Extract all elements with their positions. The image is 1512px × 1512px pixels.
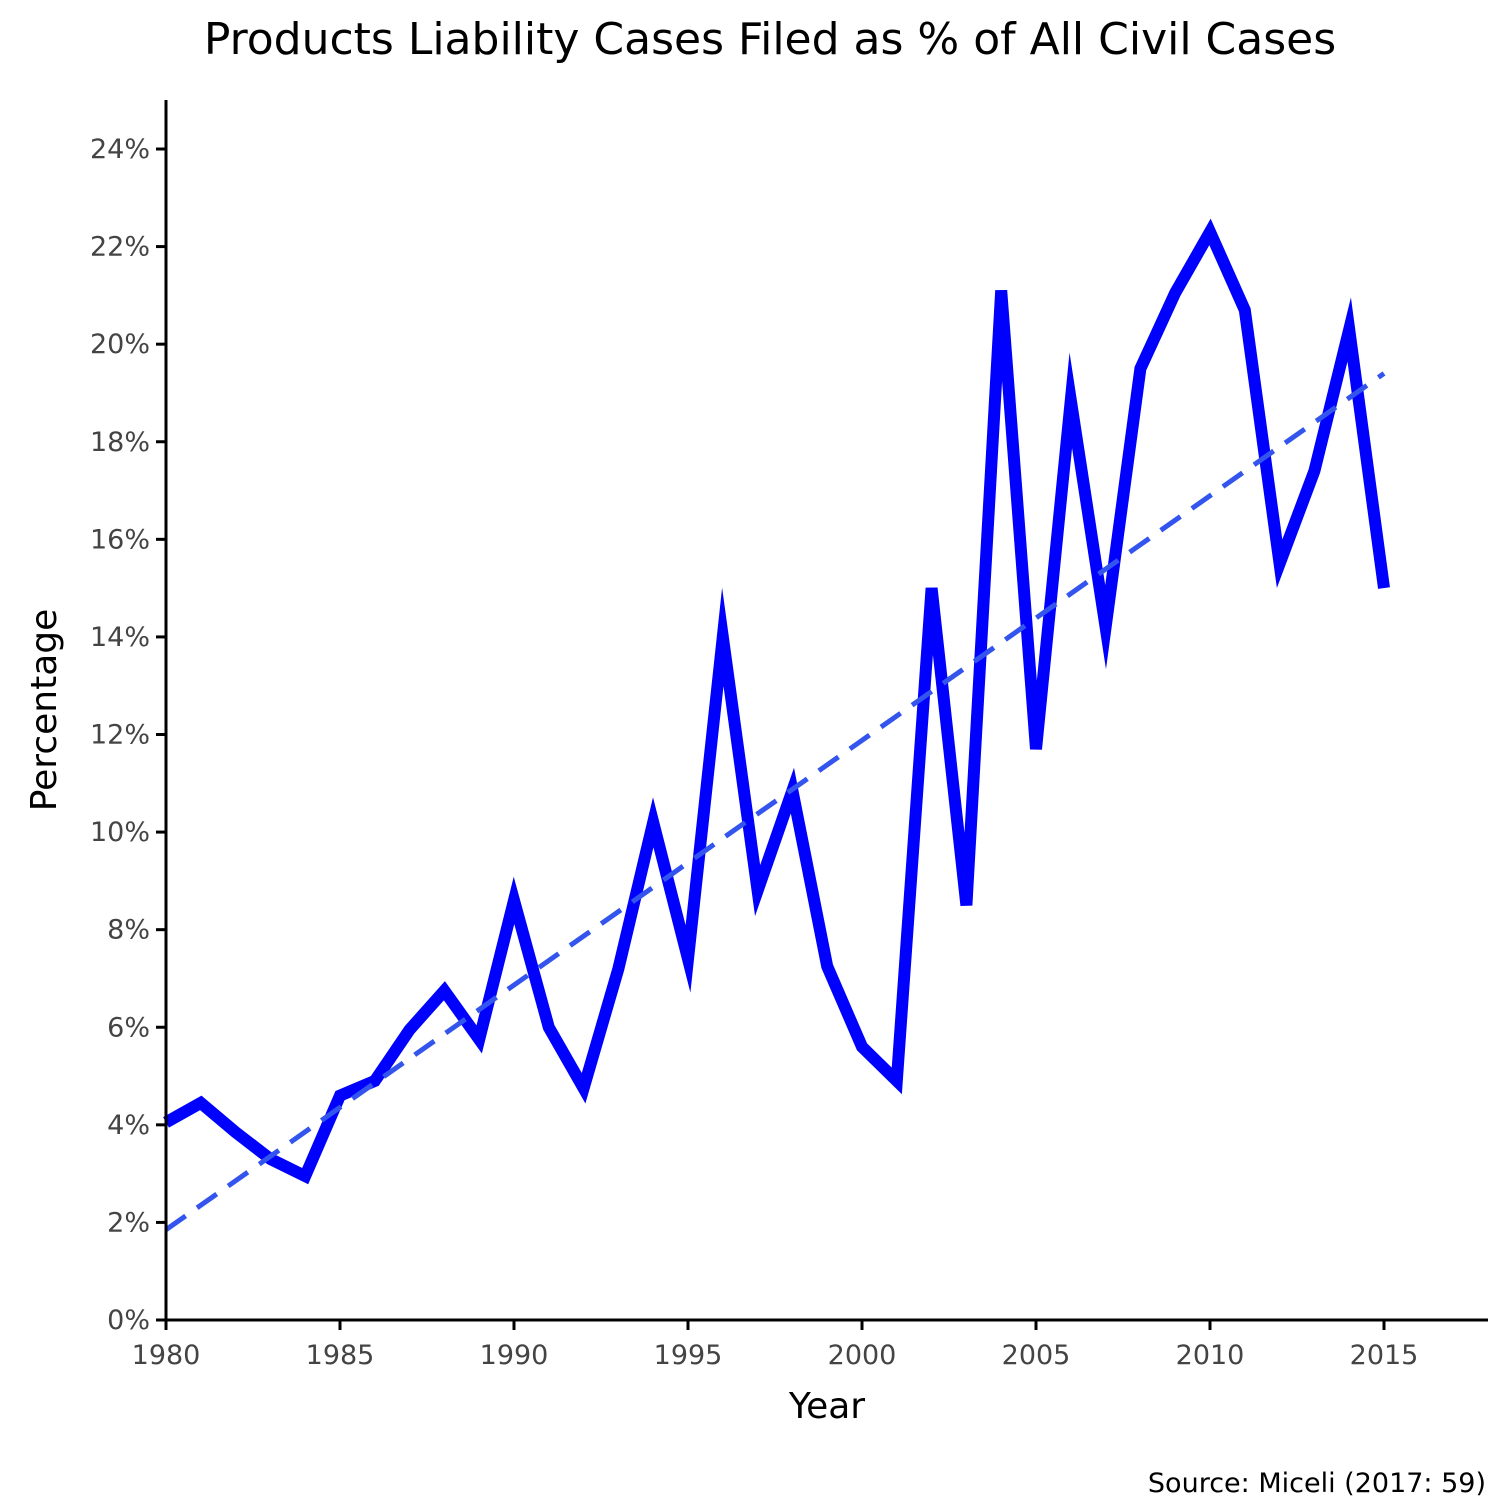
x-axis-ticks: 1980 1985 1990 1995 2000 2005 2010 2015: [132, 1320, 1419, 1371]
y-tick-label: 8%: [107, 915, 150, 946]
y-tick-label: 20%: [90, 329, 150, 360]
y-tick-label: 0%: [107, 1305, 150, 1336]
x-axis-title: Year: [788, 1386, 865, 1427]
y-tick-label: 18%: [90, 427, 150, 458]
y-tick-label: 4%: [107, 1110, 150, 1141]
y-axis-ticks: 0% 2% 4% 6% 8% 10% 12% 14% 16% 18% 20% 22% 24%: [90, 134, 166, 1336]
x-tick-label: 2010: [1176, 1340, 1245, 1371]
x-tick-label: 1985: [306, 1340, 375, 1371]
x-tick-label: 1980: [132, 1340, 201, 1371]
x-tick-label: 2005: [1002, 1340, 1071, 1371]
y-tick-label: 12%: [90, 720, 150, 751]
y-tick-label: 10%: [90, 817, 150, 848]
y-tick-label: 14%: [90, 622, 150, 653]
x-tick-label: 1990: [480, 1340, 549, 1371]
x-tick-label: 2000: [828, 1340, 897, 1371]
y-tick-label: 2%: [107, 1207, 150, 1238]
x-tick-label: 2015: [1350, 1340, 1419, 1371]
y-tick-label: 16%: [90, 524, 150, 555]
chart-title: Products Liability Cases Filed as % of A…: [203, 14, 1337, 65]
y-tick-label: 6%: [107, 1012, 150, 1043]
y-tick-label: 22%: [90, 232, 150, 263]
trend-line: [164, 371, 1386, 1232]
x-tick-label: 1995: [654, 1340, 723, 1371]
series-layer: [163, 218, 1390, 1232]
source-caption: Source: Miceli (2017: 59): [1147, 1468, 1486, 1499]
y-tick-label: 24%: [90, 134, 150, 165]
y-axis-title: Percentage: [24, 609, 65, 812]
data-line: [163, 218, 1390, 1185]
